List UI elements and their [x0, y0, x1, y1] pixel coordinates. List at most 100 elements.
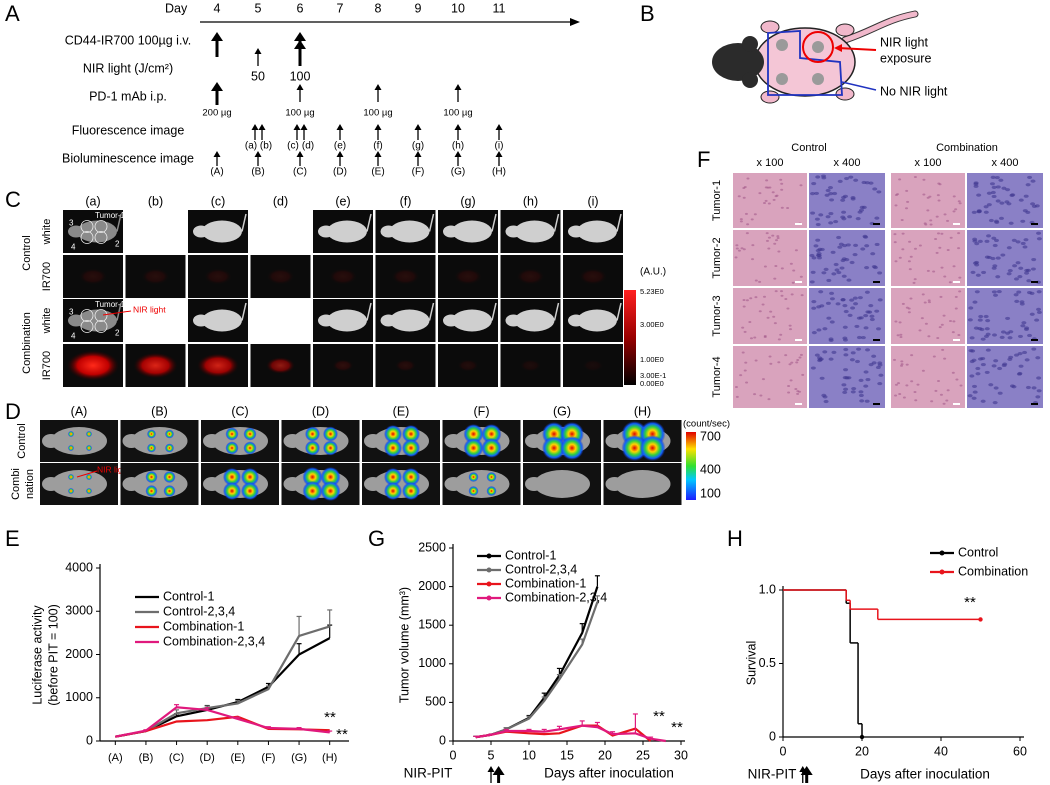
column-label: (G) — [553, 404, 571, 418]
nucleus — [794, 387, 798, 390]
group-label: Combination — [21, 312, 33, 374]
nucleus — [940, 232, 944, 235]
nucleus — [901, 232, 905, 235]
scale-bar — [1031, 339, 1038, 341]
nucleus — [773, 322, 777, 325]
tumor-label: 3 — [69, 219, 74, 228]
colorbar-label: 1.00E0 — [640, 355, 664, 364]
nucleus — [798, 390, 802, 393]
nucleus — [831, 272, 837, 276]
nucleus — [1020, 324, 1026, 328]
colorbar-label: 700 — [700, 429, 721, 443]
nucleus — [969, 374, 975, 378]
arrow-head — [254, 48, 262, 54]
nucleus — [1013, 293, 1019, 297]
nucleus — [951, 371, 955, 374]
legend-label: Combination-1 — [505, 576, 586, 590]
nucleus — [967, 394, 973, 398]
nucleus — [992, 401, 998, 405]
nucleus — [743, 185, 747, 188]
y-tick-label: 0 — [769, 729, 776, 743]
nucleus — [1008, 221, 1014, 225]
luminescence-blob — [163, 471, 176, 483]
nucleus — [850, 197, 856, 201]
nucleus — [858, 390, 864, 394]
column-label: (c) — [211, 194, 226, 208]
nucleus — [1015, 261, 1021, 265]
nucleus — [761, 378, 765, 381]
nucleus — [859, 399, 865, 403]
nucleus — [828, 211, 834, 216]
nucleus — [983, 210, 989, 214]
scale-bar — [953, 403, 960, 405]
nucleus — [992, 333, 998, 337]
panel-label: C — [5, 187, 21, 212]
nucleus — [842, 338, 848, 342]
x-tick-label: 0 — [450, 748, 457, 762]
nucleus — [927, 299, 931, 302]
nucleus — [995, 256, 1001, 260]
ir700-signal — [197, 353, 239, 378]
luminescence-blob — [145, 471, 158, 483]
y-tick-label: 2000 — [418, 579, 446, 593]
mouse-silhouette — [614, 470, 671, 498]
nucleus — [748, 321, 752, 324]
nucleus — [794, 249, 798, 252]
nucleus — [841, 274, 847, 278]
nucleus — [924, 322, 928, 325]
mouse-silhouette — [452, 220, 492, 243]
scale-bar — [873, 339, 880, 341]
nucleus — [943, 213, 947, 216]
nucleus — [742, 298, 746, 301]
mouse-tail — [116, 213, 122, 232]
arrow-head — [454, 84, 462, 90]
nucleus — [991, 290, 997, 294]
arrow-head — [296, 84, 304, 90]
nucleus — [791, 281, 795, 284]
nucleus — [852, 252, 858, 257]
nucleus — [772, 315, 776, 318]
luminescence-blob — [463, 424, 484, 444]
mouse-head — [203, 477, 221, 491]
arrow-head — [834, 44, 842, 52]
nucleus — [926, 269, 930, 272]
tumor-outline — [94, 231, 108, 244]
nucleus — [790, 293, 794, 296]
luminescence-blob — [305, 440, 320, 456]
group-label: nation — [24, 469, 36, 499]
x-tick-label: 25 — [636, 748, 650, 762]
nucleus — [865, 348, 871, 352]
nucleus — [810, 366, 816, 370]
luminescence-blob — [621, 435, 648, 461]
nucleus — [943, 275, 947, 278]
nucleus — [843, 368, 849, 372]
nucleus — [772, 198, 776, 201]
nucleus — [842, 325, 848, 329]
nucleus — [754, 359, 758, 362]
nucleus — [978, 314, 984, 319]
nucleus — [1027, 175, 1033, 180]
nucleus — [817, 247, 823, 252]
magnification-label: x 400 — [834, 157, 861, 169]
mouse-head — [443, 225, 459, 238]
tumor-outline — [94, 309, 108, 322]
nucleus — [916, 383, 920, 386]
luminescence-blob — [384, 468, 402, 486]
legend-label: Control-1 — [505, 548, 556, 562]
nucleus — [780, 267, 784, 270]
arrow-head — [251, 124, 259, 130]
y-tick-label: 0 — [86, 733, 93, 747]
mouse-head — [42, 477, 60, 491]
end-point — [978, 617, 983, 622]
luminescence-blob — [402, 482, 420, 500]
nucleus — [996, 289, 1002, 294]
image-label: (g) — [412, 141, 424, 152]
nucleus — [901, 248, 905, 251]
shield-pointer — [841, 81, 877, 91]
nucleus — [918, 244, 922, 247]
series-line — [475, 586, 599, 739]
mouse-head — [605, 434, 624, 448]
nucleus — [938, 326, 942, 329]
nucleus — [988, 383, 994, 387]
ir700-signal — [520, 359, 541, 372]
